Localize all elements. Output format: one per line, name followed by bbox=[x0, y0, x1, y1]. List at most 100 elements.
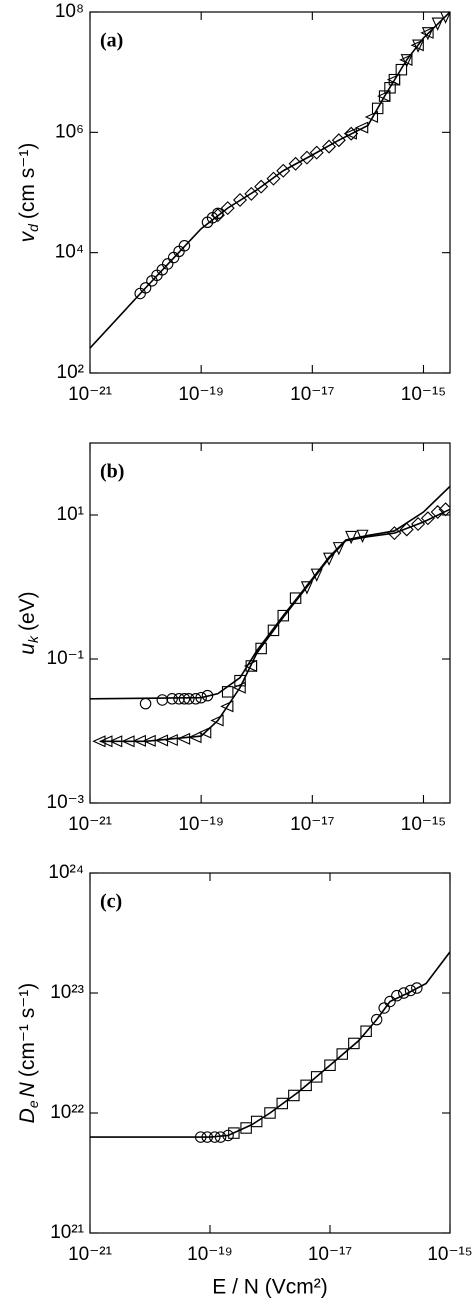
marker-triangle-left bbox=[142, 734, 156, 747]
y-tick-label: 10⁻³ bbox=[47, 792, 85, 813]
marker-triangle-left bbox=[220, 700, 234, 713]
marker-diamond bbox=[288, 156, 303, 171]
plot-frame bbox=[89, 872, 451, 1234]
marker-circle bbox=[194, 1131, 207, 1143]
marker-triangle-left bbox=[210, 714, 224, 727]
marker-triangle-left bbox=[176, 732, 191, 745]
marker-diamond bbox=[299, 150, 314, 165]
x-tick-label: 10⁻¹⁷ bbox=[290, 384, 334, 405]
marker-square bbox=[384, 82, 396, 94]
marker-circle bbox=[404, 984, 417, 997]
y-tick-label: 10⁻¹ bbox=[47, 648, 85, 669]
marker-triangle-left bbox=[410, 39, 424, 52]
marker-circle bbox=[183, 693, 195, 705]
marker-triangle-down bbox=[431, 17, 444, 31]
marker-diamond bbox=[430, 505, 445, 520]
marker-diamond bbox=[254, 179, 269, 194]
marker-square bbox=[336, 1048, 348, 1060]
y-axis-label: uk (eV) bbox=[16, 591, 41, 654]
y-label-symbol: v bbox=[16, 230, 39, 242]
y-axis-label: vd (cm s⁻¹) bbox=[16, 143, 41, 243]
data-layer bbox=[90, 12, 450, 349]
marker-square bbox=[264, 1107, 276, 1119]
y-tick-label: 10²⁴ bbox=[48, 862, 84, 883]
marker-triangle-down bbox=[345, 530, 358, 545]
marker-square bbox=[240, 1122, 252, 1134]
marker-diamond bbox=[232, 192, 248, 208]
marker-circle bbox=[201, 1131, 214, 1143]
y-axis-label: DeN (cm⁻¹ s⁻¹) bbox=[16, 983, 41, 1124]
marker-triangle-down bbox=[400, 54, 413, 68]
marker-diamond bbox=[331, 133, 346, 148]
marker-square bbox=[276, 1097, 288, 1110]
fit-line bbox=[90, 951, 450, 1138]
y-tick-label: 10¹ bbox=[57, 504, 84, 525]
marker-triangle-left bbox=[232, 681, 246, 694]
marker-square bbox=[267, 624, 280, 637]
panel: 10⁻²¹ 10⁻¹⁹ 10⁻¹⁷ 10⁻¹⁵ 10²¹ 10²² 10²³ 10²⁴ (c) D… bbox=[16, 862, 473, 1299]
marker-diamond bbox=[438, 502, 450, 517]
marker-triangle-down bbox=[310, 568, 323, 582]
y-label-symbol: u bbox=[16, 643, 39, 655]
marker-circle bbox=[398, 987, 410, 999]
marker-circle bbox=[139, 282, 152, 294]
x-tick-label: 10⁻¹⁵ bbox=[427, 1244, 472, 1265]
marker-triangle-left bbox=[364, 110, 379, 124]
marker-diamond bbox=[220, 201, 235, 216]
y-label-subscript: k bbox=[25, 635, 41, 643]
marker-circle bbox=[384, 995, 396, 1008]
marker-diamond bbox=[309, 145, 324, 160]
marker-triangle-down bbox=[322, 552, 336, 566]
data-layer bbox=[90, 951, 450, 1143]
marker-square bbox=[310, 1071, 323, 1083]
fit-line bbox=[99, 508, 450, 743]
marker-triangle-left bbox=[399, 53, 413, 66]
x-tick-label: 10⁻¹⁷ bbox=[290, 814, 334, 835]
marker-triangle-left bbox=[354, 121, 369, 134]
marker-circle bbox=[378, 1002, 390, 1014]
marker-triangle-down bbox=[421, 27, 434, 41]
marker-square bbox=[255, 642, 267, 655]
y-tick-label: 10²³ bbox=[50, 982, 84, 1003]
y-label-unit: (eV) bbox=[16, 591, 39, 631]
marker-circle bbox=[391, 989, 403, 1002]
y-tick-label: 10⁶ bbox=[55, 121, 84, 142]
plot-frame bbox=[89, 11, 451, 374]
marker-square bbox=[234, 674, 246, 687]
marker-triangle-down bbox=[440, 12, 450, 24]
marker-square bbox=[388, 73, 401, 86]
y-label-subscript: e bbox=[25, 1100, 41, 1108]
y-tick-label: 10⁴ bbox=[55, 242, 84, 263]
marker-circle bbox=[411, 982, 423, 994]
marker-square bbox=[228, 1127, 240, 1139]
marker-diamond bbox=[266, 171, 281, 186]
x-tick-label: 10⁻¹⁹ bbox=[178, 384, 224, 405]
marker-circle bbox=[156, 694, 169, 706]
marker-circle bbox=[173, 693, 185, 705]
x-tick-label: 10⁻²¹ bbox=[68, 814, 112, 835]
marker-square bbox=[288, 1089, 300, 1102]
y-label-symbol: N bbox=[16, 1081, 39, 1097]
marker-square bbox=[324, 1059, 336, 1071]
marker-circle bbox=[190, 693, 202, 705]
panel-label: (b) bbox=[100, 461, 124, 483]
panel: 10⁻²¹ 10⁻¹⁹ 10⁻¹⁷ 10⁻¹⁵ 10² 10⁴ 10⁶ 10⁸ (a) vd (cm… bbox=[16, 1, 451, 405]
x-tick-label: 10⁻²¹ bbox=[68, 1244, 112, 1265]
marker-triangle-left bbox=[188, 731, 202, 744]
marker-triangle-left bbox=[99, 735, 113, 748]
marker-diamond bbox=[399, 522, 414, 537]
y-label-symbol: D bbox=[16, 1108, 39, 1123]
marker-circle bbox=[166, 693, 178, 705]
marker-square bbox=[395, 63, 408, 76]
marker-diamond bbox=[344, 126, 359, 141]
marker-square bbox=[360, 1025, 372, 1038]
y-tick-label: 10²¹ bbox=[50, 1222, 84, 1243]
marker-circle bbox=[209, 1131, 221, 1143]
x-tick-label: 10⁻¹⁹ bbox=[178, 814, 224, 835]
plot-frame bbox=[89, 442, 451, 804]
marker-triangle-down bbox=[412, 39, 425, 53]
marker-circle bbox=[370, 1013, 383, 1026]
marker-circle bbox=[195, 691, 207, 704]
x-axis-label: E / N (Vcm²) bbox=[212, 1276, 328, 1299]
marker-circle bbox=[178, 240, 191, 252]
